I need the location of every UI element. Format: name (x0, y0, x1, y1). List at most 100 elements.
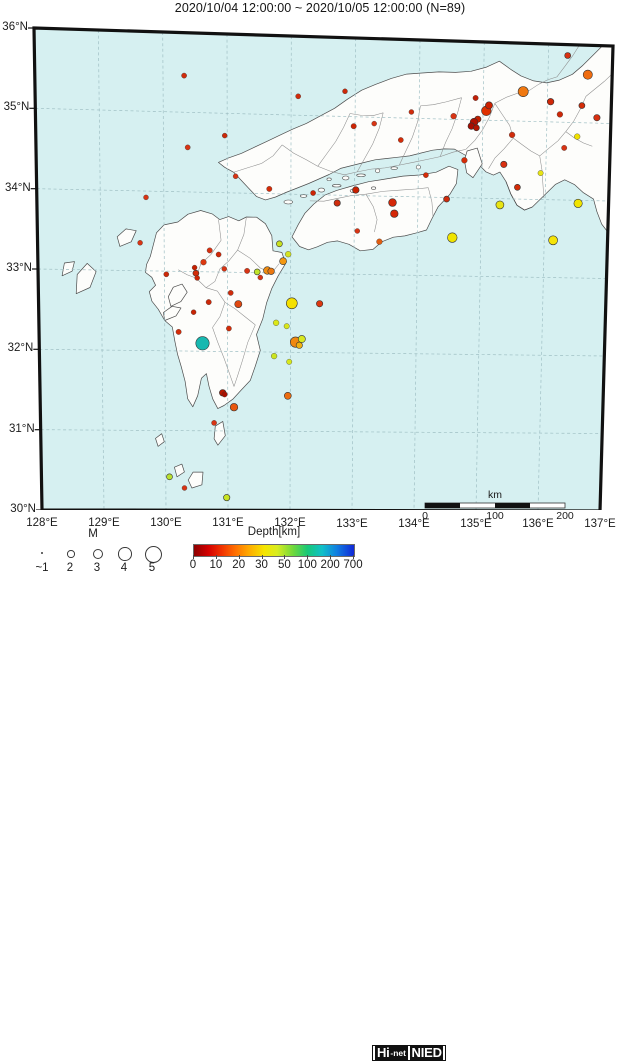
epicenter-marker[interactable] (295, 93, 301, 100)
scale-bar-tick-label: 0 (422, 510, 428, 522)
depth-tick-label: 20 (232, 559, 246, 571)
epicenter-marker[interactable] (175, 329, 182, 335)
epicenter-marker[interactable] (222, 132, 228, 139)
epicenter-marker[interactable] (232, 173, 239, 179)
epicenter-marker[interactable] (276, 240, 283, 248)
magnitude-legend: M ~1 2 3 4 5 (28, 528, 162, 578)
epicenter-marker[interactable] (190, 309, 197, 315)
magnitude-label: 5 (148, 562, 156, 574)
epicenter-marker[interactable] (514, 184, 521, 191)
epicenter-marker[interactable] (376, 238, 383, 245)
epicenter-marker[interactable] (556, 111, 563, 118)
epicenter-marker[interactable] (461, 157, 468, 164)
epicenter-marker[interactable] (352, 186, 360, 194)
epicenter-marker[interactable] (206, 247, 213, 254)
epicenter-marker[interactable] (472, 95, 479, 101)
epicenter-marker[interactable] (283, 323, 290, 330)
epicenter-marker[interactable] (537, 170, 544, 176)
logo-net-text: -net (390, 1046, 408, 1060)
lon-tick-label: 131°E (212, 517, 244, 530)
magnitude-legend-title: M (88, 528, 98, 540)
epicenter-marker[interactable] (443, 195, 450, 203)
epicenter-marker[interactable] (500, 160, 508, 168)
epicenter-marker[interactable] (388, 198, 397, 207)
map-panel[interactable] (0, 18, 640, 510)
epicenter-marker[interactable] (221, 391, 228, 398)
epicenter-marker[interactable] (324, 25, 331, 31)
scale-bar-tick-label: 200 (556, 510, 574, 522)
lat-tick-label: 33°N (6, 262, 32, 274)
epicenter-marker[interactable] (354, 228, 360, 234)
epicenter-marker[interactable] (447, 232, 458, 243)
epicenter-marker[interactable] (371, 120, 377, 127)
epicenter-marker[interactable] (211, 420, 217, 426)
epicenter-marker[interactable] (316, 300, 324, 308)
lon-tick-label: 129°E (88, 517, 120, 530)
epicenter-marker[interactable] (194, 275, 200, 281)
epicenter-marker[interactable] (517, 86, 529, 97)
epicenter-marker[interactable] (450, 113, 457, 120)
epicenter-marker[interactable] (333, 199, 341, 207)
epicenter-marker[interactable] (253, 268, 261, 276)
epicenter-marker[interactable] (166, 473, 173, 481)
epicenter-marker[interactable] (257, 274, 263, 281)
epicenter-marker[interactable] (267, 267, 275, 275)
epicenter-marker[interactable] (350, 123, 357, 130)
epicenter-marker[interactable] (509, 131, 516, 138)
epicenter-marker[interactable] (408, 109, 415, 115)
epicenter-marker[interactable] (495, 200, 505, 210)
epicenter-marker[interactable] (223, 494, 231, 502)
epicenter-marker[interactable] (295, 341, 303, 349)
epicenter-marker[interactable] (221, 266, 227, 272)
lat-tick-label: 36°N (2, 21, 28, 33)
epicenter-marker[interactable] (485, 101, 493, 110)
epicenter-marker[interactable] (582, 69, 593, 80)
epicenter-marker[interactable] (310, 190, 316, 196)
epicenter-marker[interactable] (285, 251, 292, 258)
epicenter-marker[interactable] (181, 485, 188, 491)
logo-nied-text: NIED (409, 1045, 443, 1060)
depth-tick-label: 700 (343, 559, 363, 571)
epicenter-marker[interactable] (423, 172, 429, 178)
magnitude-legend-symbols (28, 544, 162, 563)
epicenter-marker[interactable] (192, 269, 200, 277)
epicenter-marker[interactable] (297, 335, 306, 343)
epicenter-marker[interactable] (286, 358, 293, 365)
epicenter-marker[interactable] (137, 240, 143, 246)
epicenter-marker[interactable] (578, 102, 586, 109)
epicenter-marker[interactable] (244, 268, 250, 274)
epicenter-marker[interactable] (564, 52, 572, 59)
epicenter-marker[interactable] (593, 114, 601, 122)
epicenter-marker[interactable] (195, 336, 210, 351)
epicenter-marker[interactable] (273, 319, 280, 326)
epicenter-marker[interactable] (266, 186, 273, 192)
epicenter-marker[interactable] (191, 264, 198, 271)
epicenter-marker[interactable] (283, 391, 292, 400)
magnitude-symbol (118, 547, 132, 561)
epicenter-marker[interactable] (226, 325, 232, 332)
epicenter-marker[interactable] (215, 251, 222, 258)
epicenter-marker[interactable] (181, 72, 187, 79)
epicenter-marker[interactable] (473, 124, 480, 132)
epicenter-marker[interactable] (234, 300, 243, 308)
epicenter-marker[interactable] (227, 290, 234, 296)
epicenter-marker[interactable] (229, 403, 239, 412)
epicenter-marker[interactable] (561, 145, 568, 151)
epicenter-marker[interactable] (184, 144, 191, 151)
epicenter-marker[interactable] (143, 194, 149, 201)
epicenter-marker[interactable] (390, 209, 399, 218)
epicenter-marker[interactable] (398, 137, 404, 143)
epicenter-marker[interactable] (574, 133, 581, 140)
epicenter-marker[interactable] (342, 88, 348, 94)
map-canvas[interactable] (0, 18, 640, 510)
epicenter-marker[interactable] (573, 198, 583, 208)
epicenter-marker[interactable] (285, 297, 298, 310)
epicenter-marker[interactable] (200, 259, 207, 266)
epicenter-marker[interactable] (279, 257, 287, 265)
epicenter-marker[interactable] (548, 235, 558, 246)
epicenter-marker[interactable] (546, 98, 555, 106)
magnitude-label: 2 (66, 562, 74, 574)
epicenter-marker[interactable] (205, 299, 212, 305)
epicenter-marker[interactable] (163, 271, 170, 278)
epicenter-marker[interactable] (271, 353, 278, 360)
